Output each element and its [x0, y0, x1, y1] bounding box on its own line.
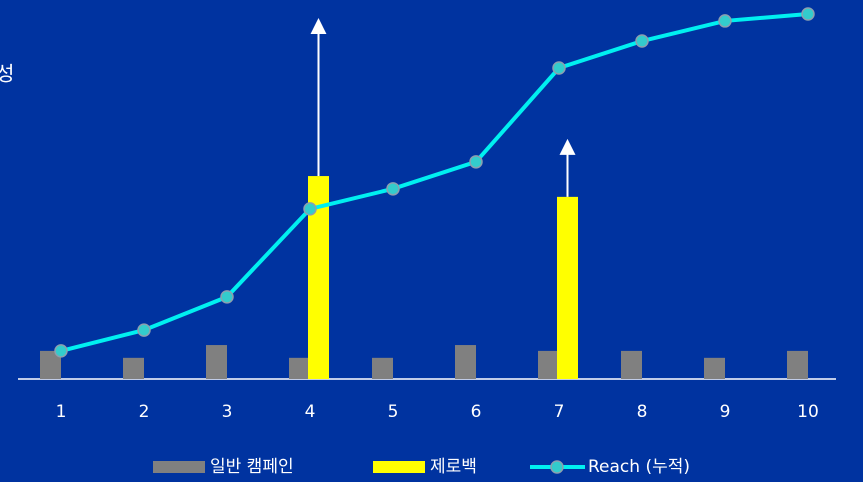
point [469, 155, 483, 169]
point [54, 344, 68, 358]
point [552, 61, 566, 75]
x-tick-label: 2 [139, 402, 150, 422]
x-tick-label: 4 [305, 402, 316, 422]
legend-label: 일반 캠페인 [210, 457, 294, 477]
legend-swatch [550, 460, 564, 474]
point [635, 34, 649, 48]
point [718, 14, 732, 28]
bar [455, 345, 476, 379]
bar [704, 357, 725, 379]
point [220, 290, 234, 304]
bar [557, 196, 578, 379]
point [303, 202, 317, 216]
x-tick-label: 7 [554, 402, 565, 422]
legend-label: Reach (누적) [588, 457, 690, 477]
x-tick-label: 5 [388, 402, 399, 422]
bar [123, 357, 144, 379]
x-tick-label: 8 [637, 402, 648, 422]
point [386, 182, 400, 196]
bar [289, 357, 310, 379]
bar [40, 350, 61, 379]
point [801, 7, 815, 21]
annotation: 성 [0, 62, 14, 86]
x-tick-label: 1 [56, 402, 67, 422]
bar [787, 350, 808, 379]
point [137, 323, 151, 337]
bar [372, 357, 393, 379]
line [60, 12, 809, 353]
x-tick-label: 3 [222, 402, 233, 422]
bar [206, 345, 227, 379]
legend-swatch [373, 461, 425, 473]
bar [538, 350, 559, 379]
x-tick-label: 10 [797, 402, 819, 422]
bar [308, 176, 329, 379]
bar [621, 350, 642, 379]
legend-label: 제로백 [430, 457, 477, 477]
x-tick-label: 9 [720, 402, 731, 422]
legend-swatch [153, 461, 205, 473]
x-tick-label: 6 [471, 402, 482, 422]
